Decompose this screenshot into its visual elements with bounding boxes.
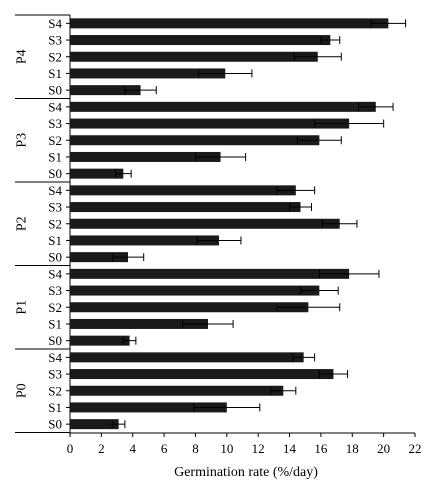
category-label: S2 [48,49,62,64]
x-tick-label: 0 [67,441,74,456]
x-tick-label: 4 [129,441,136,456]
bar [70,335,130,346]
x-tick-label: 16 [314,441,328,456]
category-label: S1 [48,316,62,331]
category-label: S2 [48,133,62,148]
category-label: S2 [48,383,62,398]
category-label: S4 [48,266,62,281]
group-label: P1 [15,300,30,315]
category-label: S4 [48,183,62,198]
bar [70,35,331,46]
bar [70,285,320,296]
group-label: P2 [15,216,30,231]
bar [70,419,119,430]
category-label: S0 [48,166,62,181]
bar [70,18,389,29]
category-label: S0 [48,83,62,98]
x-tick-label: 18 [346,441,359,456]
bar [70,202,301,213]
category-label: S2 [48,300,62,315]
bar [70,68,226,79]
category-label: S4 [48,16,62,31]
x-tick-label: 22 [409,441,422,456]
category-label: S3 [48,116,62,131]
bar [70,185,296,196]
bar [70,302,309,313]
bar [70,151,221,162]
category-label: S1 [48,66,62,81]
bar [70,118,350,129]
bar [70,385,284,396]
x-tick-label: 20 [377,441,390,456]
category-label: S3 [48,367,62,382]
bar [70,218,340,229]
category-label: S4 [48,99,62,114]
bar [70,168,124,179]
bar [70,268,350,279]
bar [70,402,227,413]
category-label: S3 [48,200,62,215]
x-tick-label: 10 [220,441,233,456]
category-label: S0 [48,333,62,348]
bar [70,51,318,62]
x-tick-label: 12 [252,441,265,456]
group-label: P0 [15,383,30,398]
bar [70,318,208,329]
bar [70,352,304,363]
category-label: S1 [48,233,62,248]
bar [70,101,376,112]
category-label: S1 [48,149,62,164]
category-label: S0 [48,417,62,432]
category-label: S0 [48,250,62,265]
category-label: S4 [48,350,62,365]
category-label: S3 [48,283,62,298]
x-tick-label: 6 [161,441,168,456]
bar [70,135,320,146]
bar [70,369,334,380]
group-label: P3 [15,133,30,148]
x-axis-label: Germination rate (%/day) [174,465,318,480]
x-tick-label: 2 [98,441,105,456]
bar [70,252,129,263]
x-tick-label: 14 [283,441,297,456]
bar [70,85,141,96]
bar [70,235,219,246]
category-label: S2 [48,216,62,231]
group-label: P4 [15,49,30,64]
category-label: S1 [48,400,62,415]
category-label: S3 [48,33,62,48]
x-tick-label: 8 [192,441,199,456]
